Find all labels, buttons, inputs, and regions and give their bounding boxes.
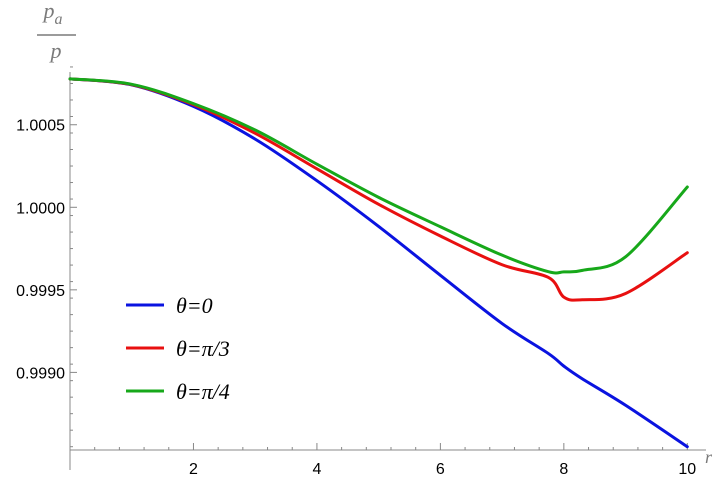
legend-label: θ=π/3 bbox=[176, 336, 230, 361]
y-ticks: 0.9990 0.9995 1.0000 1.0005 bbox=[16, 66, 77, 448]
legend-label: θ=π/4 bbox=[176, 379, 230, 404]
legend: θ=0 θ=π/3 θ=π/4 bbox=[126, 293, 230, 404]
series-line-1 bbox=[68, 77, 689, 302]
x-tick-label: 6 bbox=[436, 461, 445, 478]
y-label-denominator: p bbox=[49, 38, 62, 63]
y-tick-label: 1.0005 bbox=[16, 118, 65, 135]
legend-label: θ=0 bbox=[176, 293, 213, 318]
y-tick-label: 0.9995 bbox=[16, 283, 65, 300]
y-label-subscript: a bbox=[55, 11, 63, 28]
svg-text:pa: pa bbox=[42, 0, 63, 28]
x-ticks: 2 4 6 8 10 bbox=[94, 443, 696, 478]
x-tick-label: 4 bbox=[312, 461, 321, 478]
y-label-numerator: p bbox=[42, 0, 55, 23]
x-tick-label: 10 bbox=[678, 461, 696, 478]
y-tick-label: 0.9990 bbox=[16, 365, 65, 382]
series-group bbox=[68, 77, 689, 449]
y-axis-label: pa p bbox=[37, 0, 76, 63]
series-line-0 bbox=[68, 77, 689, 449]
series-line-2 bbox=[68, 77, 689, 275]
x-tick-label: 8 bbox=[559, 461, 568, 478]
x-tick-label: 2 bbox=[189, 461, 198, 478]
axes: 2 4 6 8 10 0.9990 0.9995 1.0000 1.0005 bbox=[16, 66, 706, 478]
y-tick-label: 1.0000 bbox=[16, 200, 65, 217]
x-axis-label: r bbox=[705, 447, 713, 467]
